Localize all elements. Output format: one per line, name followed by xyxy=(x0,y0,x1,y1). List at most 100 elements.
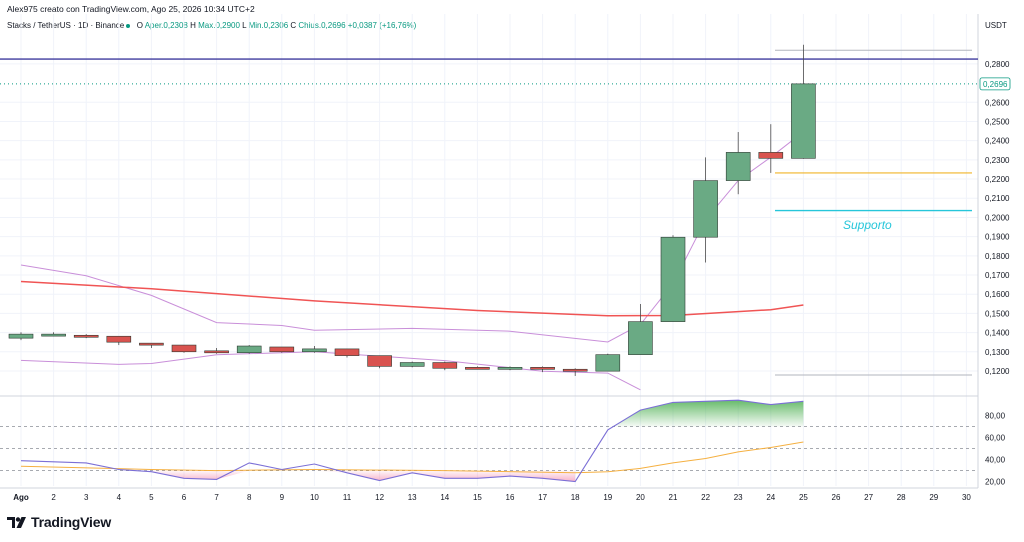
price-tick-label: 0,1800 xyxy=(985,252,1010,261)
time-tick-label: 17 xyxy=(538,493,547,502)
candle-body xyxy=(139,342,164,346)
legend-open-label: O xyxy=(136,21,143,30)
price-tick-label: 0,2000 xyxy=(985,213,1010,222)
time-tick-label: 27 xyxy=(864,493,873,502)
legend-change-value: +0,0387 (+16,76%) xyxy=(347,21,417,30)
candle-body xyxy=(73,334,99,338)
price-tick-label: 0,1200 xyxy=(985,367,1010,376)
candle-body xyxy=(302,348,327,353)
legend-high-value: Max.0,2900 xyxy=(198,21,240,30)
chart-author-line: Alex975 creato con TradingView.com, Ago … xyxy=(7,4,255,14)
time-tick-label: 15 xyxy=(473,493,482,502)
time-tick-label: 20 xyxy=(636,493,645,502)
candle-body xyxy=(204,350,229,354)
candle-body xyxy=(334,348,360,356)
legend-close-label: C xyxy=(290,21,297,30)
time-tick-label: 26 xyxy=(832,493,841,502)
rsi-tick-label: 20,00 xyxy=(985,478,1006,487)
time-tick-label: 29 xyxy=(929,493,938,502)
time-tick-label: 18 xyxy=(571,493,580,502)
rsi-tick-label: 60,00 xyxy=(985,434,1006,443)
time-tick-label: 28 xyxy=(897,493,906,502)
legend-open-value: Aper.0,2308 xyxy=(144,21,188,30)
time-tick-label: 30 xyxy=(962,493,971,502)
rsi-oversold-fill xyxy=(21,470,576,482)
candle-body xyxy=(562,368,588,372)
price-tick-label: 0,1400 xyxy=(985,329,1010,338)
time-tick-label: 24 xyxy=(766,493,775,502)
candle-body xyxy=(399,362,425,367)
rsi-line xyxy=(20,399,804,483)
candle-body xyxy=(367,355,392,367)
candle-body xyxy=(269,346,295,353)
time-tick-label: 10 xyxy=(310,493,319,502)
candle-body xyxy=(628,321,653,355)
candle-body xyxy=(106,335,132,343)
candle-body xyxy=(758,152,784,159)
candle-body xyxy=(725,152,751,181)
legend-close-value: Chius.0,2696 xyxy=(298,21,346,30)
candle-body xyxy=(465,367,490,370)
price-tick-label: 0,1900 xyxy=(985,233,1010,242)
upper-band-line xyxy=(20,131,804,343)
legend-low-label: L xyxy=(242,21,247,30)
candle-body xyxy=(41,333,66,337)
price-tick-label: 0,2800 xyxy=(985,60,1010,69)
price-tick-label: 0,2200 xyxy=(985,175,1010,184)
time-tick-label: 11 xyxy=(343,493,352,502)
price-tick-label: 0,2500 xyxy=(985,117,1010,126)
chart-axes: 0,1200 0,1300 0,1400 0,1500 0,1600 0,1700 0,18… xyxy=(13,60,1011,502)
time-tick-label: 5 xyxy=(149,493,154,502)
time-tick-label: 14 xyxy=(440,493,449,502)
price-tick-label: 0,2300 xyxy=(985,156,1010,165)
moving-average-line xyxy=(20,280,804,317)
rsi-ma-line xyxy=(20,441,804,474)
time-tick-label: 23 xyxy=(734,493,743,502)
time-tick-label: 3 xyxy=(84,493,89,502)
legend-symbol[interactable]: Stacks / TetherUS · 1D · Binance xyxy=(7,21,125,30)
time-tick-label: 21 xyxy=(669,493,678,502)
candle-body xyxy=(497,367,523,370)
price-tick-label: 0,1500 xyxy=(985,309,1010,318)
market-status-dot-icon xyxy=(126,23,131,28)
chart-grid xyxy=(0,14,979,489)
time-tick-label: Ago xyxy=(13,493,29,502)
time-tick-label: 7 xyxy=(214,493,219,502)
tradingview-logo[interactable]: TradingView xyxy=(7,514,111,530)
symbol-legend: Stacks / TetherUS · 1D · Binance O Aper.… xyxy=(7,21,416,30)
time-tick-label: 4 xyxy=(117,493,122,502)
rsi-tick-label: 80,00 xyxy=(985,412,1006,421)
candle-body xyxy=(530,367,555,370)
last-price-badge xyxy=(979,77,1011,91)
rsi-pane xyxy=(0,399,978,483)
candle-body xyxy=(8,333,34,339)
price-tick-label: 0,2600 xyxy=(985,98,1010,107)
rsi-tick-label: 40,00 xyxy=(985,456,1006,465)
legend-high-label: H xyxy=(190,21,196,30)
candle-body xyxy=(693,180,718,238)
rsi-overbought-fill xyxy=(613,400,804,427)
time-tick-label: 8 xyxy=(247,493,252,502)
price-tick-label: 0,1600 xyxy=(985,290,1010,299)
candle-body xyxy=(236,345,262,354)
candle-body xyxy=(595,354,621,372)
time-tick-label: 13 xyxy=(408,493,417,502)
last-price-label: 0,2696 xyxy=(983,80,1008,89)
price-tick-label: 0,2400 xyxy=(985,137,1010,146)
legend-low-value: Min.0,2306 xyxy=(248,21,289,30)
candlestick-series xyxy=(8,44,816,376)
time-tick-label: 19 xyxy=(603,493,612,502)
price-tick-label: 0,1700 xyxy=(985,271,1010,280)
candle-body xyxy=(791,83,816,159)
time-tick-label: 9 xyxy=(280,493,285,502)
time-tick-label: 6 xyxy=(182,493,187,502)
support-label: Supporto xyxy=(843,218,892,232)
time-tick-label: 25 xyxy=(799,493,808,502)
price-tick-label: 0,2100 xyxy=(985,194,1010,203)
candle-body xyxy=(660,236,686,322)
horizontal-levels xyxy=(0,49,978,376)
tradingview-brand-name: TradingView xyxy=(31,514,112,530)
price-tick-label: 0,1300 xyxy=(985,348,1010,357)
time-tick-label: 16 xyxy=(506,493,515,502)
